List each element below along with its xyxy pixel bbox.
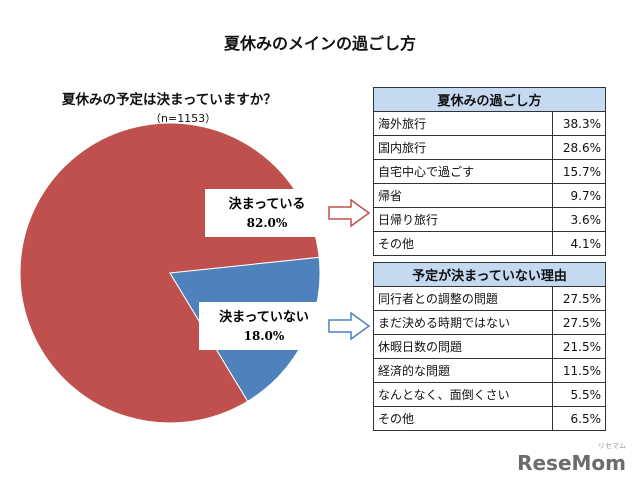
pie-sample-size: （n=1153）	[150, 112, 217, 125]
decided-row-value: 15.7%	[552, 159, 606, 184]
decided-row-label: 自宅中心で過ごす	[373, 159, 553, 184]
decided-row-value: 3.6%	[552, 207, 606, 232]
decided-row-label: その他	[373, 231, 553, 256]
table-row: なんとなく、面倒くさい 5.5%	[373, 382, 606, 407]
undecided-row-value: 11.5%	[552, 358, 606, 383]
table-row: その他 4.1%	[373, 231, 606, 256]
table-row: 休暇日数の問題 21.5%	[373, 334, 606, 359]
decided-row-value: 38.3%	[552, 111, 606, 136]
table-row: 自宅中心で過ごす 15.7%	[373, 159, 606, 184]
decided-row-label: 帰省	[373, 183, 553, 208]
undecided-arrow-icon	[328, 311, 371, 341]
undecided-row-label: 経済的な問題	[373, 358, 553, 383]
decided-row-value: 28.6%	[552, 135, 606, 160]
undecided-row-label: まだ決める時期ではない	[373, 310, 553, 335]
undecided-value-label: 18.0%	[244, 329, 285, 343]
decided-row-label: 国内旅行	[373, 135, 553, 160]
table-row: 経済的な問題 11.5%	[373, 358, 606, 383]
decided-row-label: 海外旅行	[373, 111, 553, 136]
undecided-row-label: 休暇日数の問題	[373, 334, 553, 359]
undecided-row-value: 27.5%	[552, 310, 606, 335]
undecided-row-value: 6.5%	[552, 406, 606, 431]
chart-title: 夏休みのメインの過ごし方	[223, 34, 416, 53]
undecided-row-label: 同行者との調整の問題	[373, 286, 553, 311]
decided-label-box	[205, 189, 329, 237]
decided-row-value: 9.7%	[552, 183, 606, 208]
decided-label: 決まっている	[229, 196, 306, 212]
undecided-label-box	[199, 302, 329, 350]
undecided-row-value: 27.5%	[552, 286, 606, 311]
decided-callout: 決まっている 82.0%	[205, 189, 371, 237]
undecided-label: 決まっていない	[219, 309, 309, 325]
table-row: 帰省 9.7%	[373, 183, 606, 208]
decided-table: 夏休みの過ごし方 海外旅行 38.3% 国内旅行 28.6% 自宅中心で過ごす 15.7% 帰…	[373, 87, 606, 256]
decided-row-label: 日帰り旅行	[373, 207, 553, 232]
undecided-row-label: その他	[373, 406, 553, 431]
undecided-row-value: 5.5%	[552, 382, 606, 407]
table-row: 国内旅行 28.6%	[373, 135, 606, 160]
undecided-table: 予定が決まっていない理由 同行者との調整の問題 27.5% まだ決める時期ではない 27…	[373, 262, 606, 431]
undecided-header: 予定が決まっていない理由	[373, 262, 606, 287]
decided-header: 夏休みの過ごし方	[373, 87, 606, 112]
resemom-logo: ReseMom	[517, 451, 626, 475]
pie-question: 夏休みの予定は決まっていますか？	[62, 92, 277, 108]
undecided-row-value: 21.5%	[552, 334, 606, 359]
undecided-row-label: なんとなく、面倒くさい	[373, 382, 553, 407]
table-row: その他 6.5%	[373, 406, 606, 431]
logo-kana: リセマム	[598, 442, 626, 450]
undecided-callout: 決まっていない 18.0%	[199, 302, 371, 350]
decided-row-value: 4.1%	[552, 231, 606, 256]
table-row: 海外旅行 38.3%	[373, 111, 606, 136]
decided-arrow-icon	[328, 198, 371, 228]
table-row: 同行者との調整の問題 27.5%	[373, 286, 606, 311]
decided-value-label: 82.0%	[247, 216, 288, 230]
table-row: 日帰り旅行 3.6%	[373, 207, 606, 232]
table-row: まだ決める時期ではない 27.5%	[373, 310, 606, 335]
